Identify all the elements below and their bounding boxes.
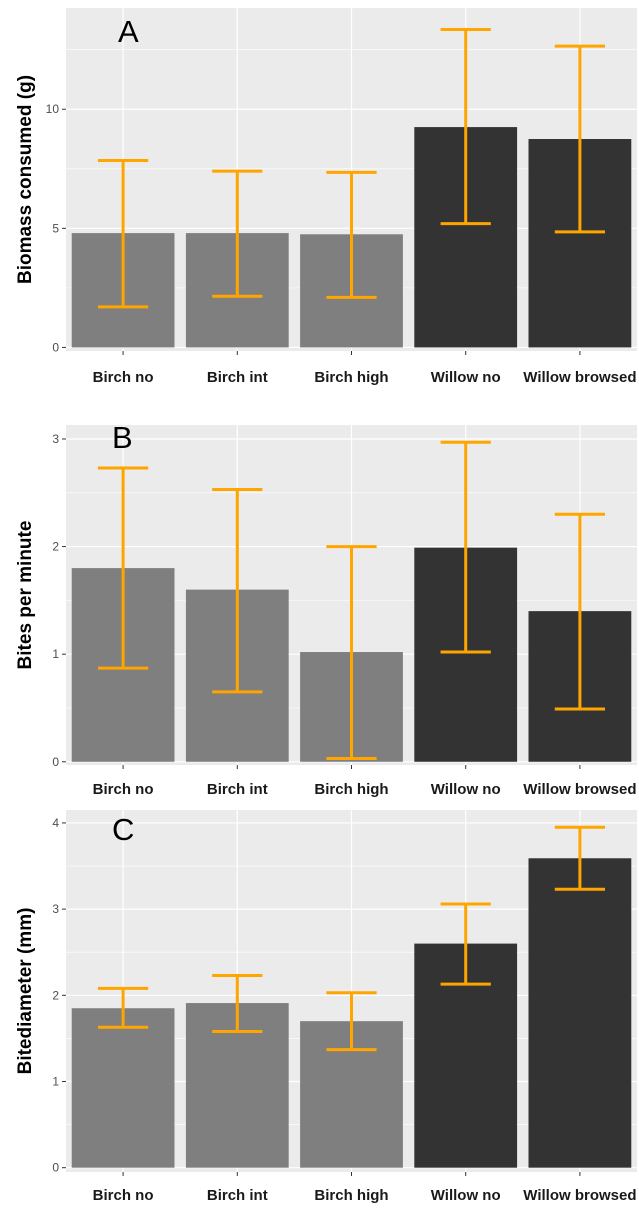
x-category-label: Willow no — [431, 369, 501, 386]
errorbar-birch-int — [212, 488, 263, 694]
x-category-label: Willow no — [431, 781, 501, 798]
errorbar-birch-no — [97, 986, 149, 1029]
y-tick-label: 2 — [52, 540, 59, 554]
x-category-label: Willow browsed — [523, 781, 636, 798]
y-tick-label: 3 — [52, 902, 59, 916]
bar-willow-browsed — [528, 858, 632, 1168]
y-tick-label: 1 — [52, 647, 59, 661]
y-tick-label: 0 — [52, 755, 59, 769]
y-tick-label: 5 — [52, 221, 59, 235]
errorbar-birch-no — [97, 466, 149, 670]
errorbar-birch-int — [212, 973, 263, 1034]
x-category-label: Willow browsed — [523, 369, 636, 386]
errorbar-willow-browsed — [554, 825, 606, 891]
x-category-label: Birch high — [314, 781, 388, 798]
errorbar-willow-browsed — [554, 44, 606, 234]
chart-panel-b: 0 1 2 3 Birch no Birch int Birch high Willow no… — [15, 420, 637, 798]
errorbar-willow-no — [440, 440, 491, 654]
x-category-label: Birch int — [207, 369, 268, 386]
chart-panel-a: 0 5 10 Birch no Birch int Birch high Willow no… — [15, 8, 637, 386]
x-category-label: Birch int — [207, 1187, 268, 1204]
x-category-label: Willow browsed — [523, 1187, 636, 1204]
y-axis-title: Bites per minute — [15, 521, 36, 670]
errorbar-birch-no — [97, 158, 149, 309]
x-category-label: Birch no — [93, 369, 154, 386]
panel-label: A — [118, 14, 139, 49]
x-category-label: Birch no — [93, 1187, 154, 1204]
panel-label: B — [112, 420, 133, 455]
errorbar-birch-high — [326, 170, 377, 299]
errorbar-willow-browsed — [554, 512, 606, 711]
x-category-label: Birch no — [93, 781, 154, 798]
y-tick-label: 4 — [52, 816, 59, 830]
panel-label: C — [112, 812, 134, 847]
bar-birch-no — [71, 1008, 175, 1168]
y-tick-label: 10 — [46, 102, 60, 116]
chart-panel-c: 0 1 2 3 4 Birch no Birch int Birch high Willow n… — [15, 810, 637, 1204]
y-tick-label: 0 — [52, 1161, 59, 1175]
x-category-label: Birch high — [314, 1187, 388, 1204]
y-axis-title: Bitediameter (mm) — [15, 908, 36, 1075]
y-tick-label: 1 — [52, 1075, 59, 1089]
errorbar-birch-high — [326, 545, 377, 761]
y-axis-title: Biomass consumed (g) — [15, 75, 36, 284]
y-tick-label: 2 — [52, 988, 59, 1002]
errorbar-birch-high — [326, 991, 377, 1052]
y-tick-label: 0 — [52, 340, 59, 354]
x-category-label: Willow no — [431, 1187, 501, 1204]
y-tick-label: 3 — [52, 432, 59, 446]
errorbar-willow-no — [440, 27, 491, 226]
errorbar-birch-int — [212, 169, 263, 298]
x-category-label: Birch high — [314, 369, 388, 386]
errorbar-willow-no — [440, 902, 491, 986]
x-category-label: Birch int — [207, 781, 268, 798]
